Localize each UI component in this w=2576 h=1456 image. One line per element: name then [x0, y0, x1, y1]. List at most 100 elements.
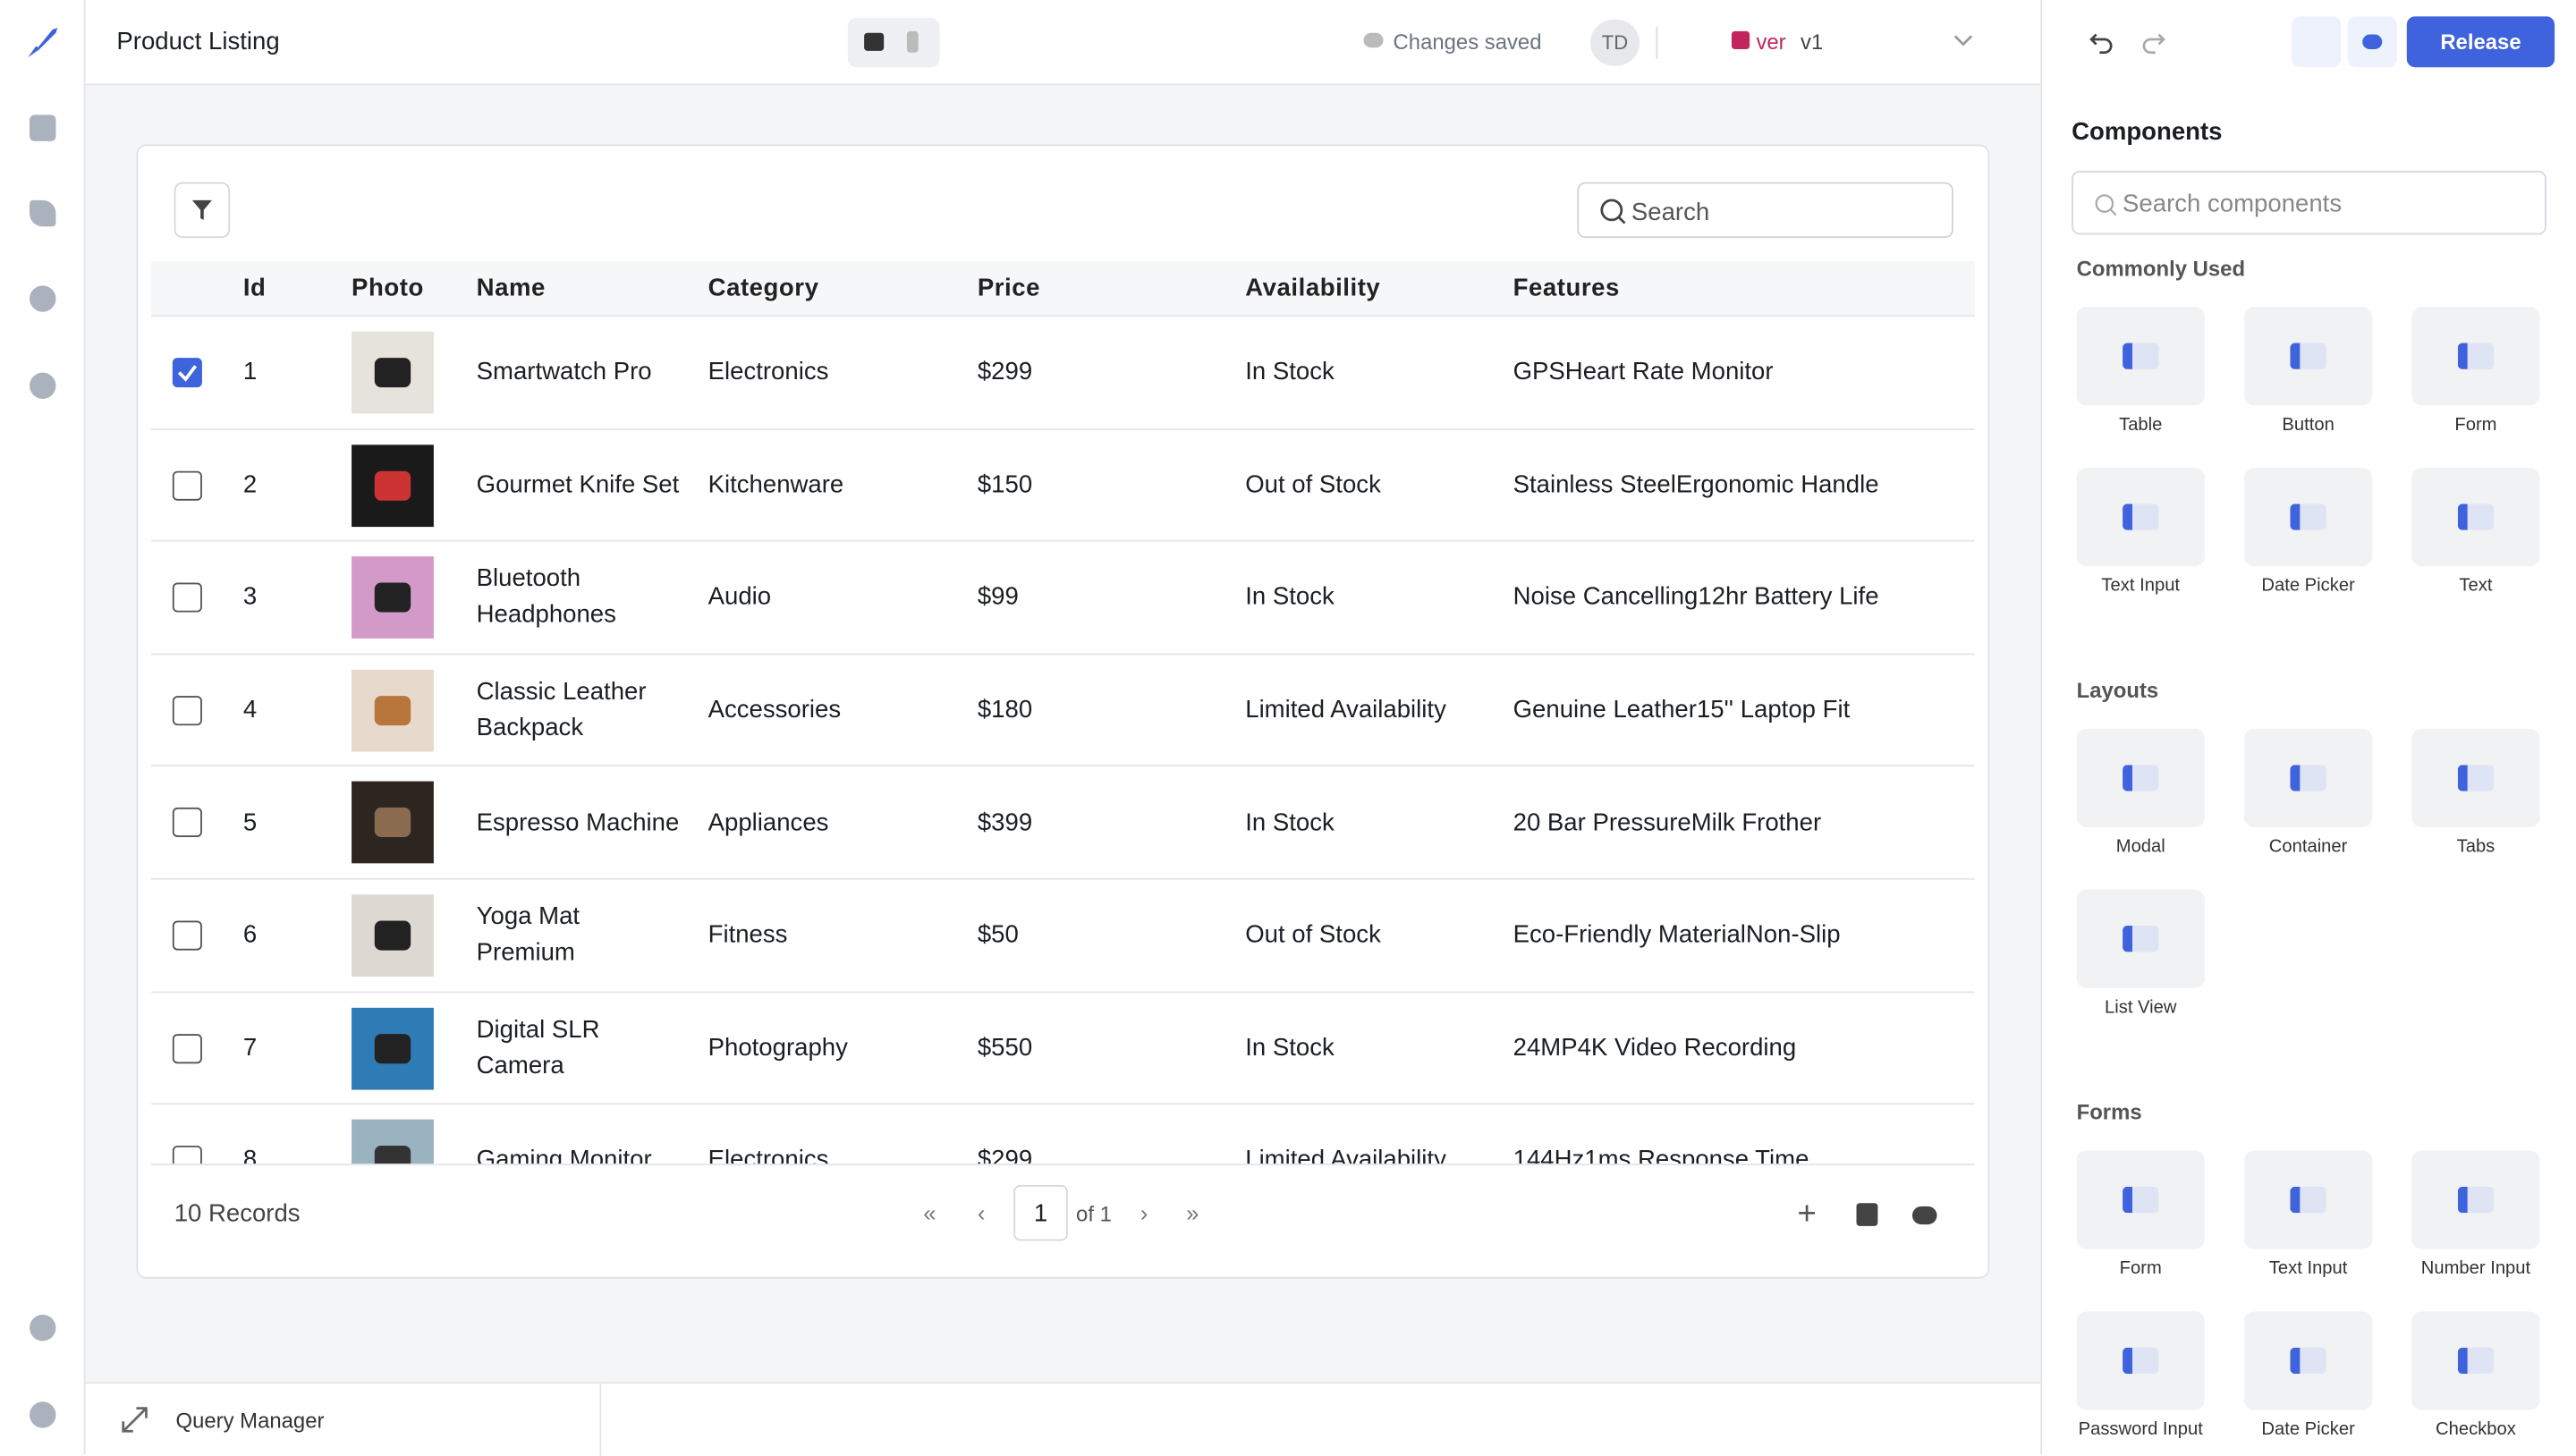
component-tile[interactable] [2411, 728, 2540, 827]
cell: Out of Stock [1245, 470, 1381, 499]
column-header[interactable]: Photo [352, 274, 424, 302]
table-row[interactable]: 1 Smartwatch Pro Electronics $299 In Stock GP… [150, 317, 1975, 430]
theme-icon[interactable] [30, 1401, 56, 1428]
first-page[interactable]: « [923, 1199, 936, 1226]
cell: $50 [977, 921, 1019, 950]
cell: 20 Bar PressureMilk Frother [1513, 808, 1822, 837]
component-tile[interactable] [2076, 468, 2205, 567]
toggle-columns[interactable] [1911, 1206, 1937, 1225]
column-header[interactable]: Availability [1245, 274, 1381, 302]
filter-button[interactable] [174, 182, 231, 239]
panel-title: Components [2072, 118, 2223, 147]
release-button[interactable]: Release [2406, 16, 2555, 68]
table-body: 1 Smartwatch Pro Electronics $299 In Stock GP… [150, 317, 1975, 1164]
component-tile[interactable] [2243, 468, 2373, 567]
column-header[interactable]: Name [476, 274, 546, 302]
device-toggle[interactable] [847, 18, 940, 68]
cell: Digital SLR Camera [476, 1015, 600, 1080]
cell: 5 [242, 808, 258, 837]
debug-icon[interactable] [30, 285, 56, 312]
column-header[interactable]: Category [708, 274, 819, 302]
component-label: List View [2104, 997, 2177, 1018]
app-title: Product Listing [116, 28, 280, 56]
component-tile[interactable] [2411, 468, 2540, 567]
cell: 2 [242, 470, 258, 499]
component-tile[interactable] [2076, 1150, 2205, 1249]
component-tile[interactable] [2076, 1311, 2205, 1410]
table-row[interactable]: 5 Espresso Machine Appliances $399 In Stock 2… [150, 767, 1975, 880]
prev-page[interactable]: ‹ [977, 1199, 986, 1226]
query-manager[interactable]: Query Manager [175, 1408, 325, 1434]
photo-detail [374, 695, 411, 725]
row-checkbox[interactable] [172, 470, 202, 500]
cell: Noise Cancelling12hr Battery Life [1513, 583, 1879, 612]
table-row[interactable]: 8 Gaming Monitor Electronics $299 Limited Av… [151, 1105, 1975, 1164]
component-label: Container [2268, 836, 2348, 857]
table-row[interactable]: 3 Bluetooth Headphones Audio $99 In Stock Noi… [150, 542, 1975, 655]
component-tile[interactable] [2243, 1311, 2373, 1410]
column-header[interactable]: Id [242, 274, 267, 302]
pages-icon[interactable] [30, 114, 56, 141]
avatar[interactable]: TD [1589, 20, 1640, 66]
component-label: Text Input [2101, 576, 2181, 597]
cell: 6 [242, 921, 258, 950]
row-checkbox[interactable] [172, 695, 202, 725]
version-caret[interactable] [1952, 33, 1975, 49]
component-label: Checkbox [2436, 1419, 2516, 1440]
cell: Yoga Mat Premium [476, 902, 580, 968]
undo[interactable] [2088, 30, 2114, 55]
version[interactable]: v1 [1801, 30, 1824, 55]
chat-icon[interactable] [30, 1315, 56, 1342]
settings-icon[interactable] [30, 372, 56, 399]
redo[interactable] [2140, 30, 2166, 55]
download[interactable] [1856, 1203, 1878, 1226]
table-row[interactable]: 2 Gourmet Knife Set Kitchenware $150 Out of … [150, 429, 1975, 542]
component-tile[interactable] [2411, 1311, 2540, 1410]
column-header[interactable]: Price [977, 274, 1041, 302]
share-button[interactable] [2292, 16, 2342, 68]
photo-detail [374, 470, 411, 500]
component-tile[interactable] [2411, 307, 2540, 406]
component-tile[interactable] [2243, 307, 2373, 406]
table-row[interactable]: 6 Yoga Mat Premium Fitness $50 Out of Stock E… [150, 880, 1975, 993]
component-tile[interactable] [2411, 1150, 2540, 1249]
add-row[interactable]: + [1797, 1196, 1817, 1233]
row-checkbox[interactable] [172, 358, 202, 388]
page-input[interactable]: 1 [1013, 1185, 1068, 1241]
row-checkbox[interactable] [172, 1146, 202, 1164]
row-checkbox[interactable] [172, 582, 202, 613]
last-page[interactable]: » [1186, 1199, 1199, 1226]
table-widget: Search Id Photo Name Category Price Availabil… [136, 144, 1990, 1279]
cell: $399 [977, 808, 1033, 837]
component-search[interactable]: Search components [2072, 170, 2546, 235]
component-tile[interactable] [2076, 307, 2205, 406]
table-row[interactable]: 4 Classic Leather Backpack Accessories $180… [150, 655, 1975, 767]
row-checkbox[interactable] [172, 920, 202, 951]
component-tile[interactable] [2243, 1150, 2373, 1249]
components-panel: Release Components Search components Com… [2040, 0, 2576, 1454]
cell: $299 [977, 1146, 1033, 1164]
next-page[interactable]: › [1140, 1199, 1148, 1226]
component-tile[interactable] [2243, 728, 2373, 827]
component-icon [2457, 343, 2495, 369]
component-label: Table [2119, 415, 2163, 436]
preview-button[interactable] [2347, 16, 2397, 68]
table-search[interactable]: Search [1577, 182, 1953, 239]
logo [28, 28, 58, 58]
component-tile[interactable] [2076, 728, 2205, 827]
component-icon [2290, 504, 2326, 530]
component-label: Date Picker [2261, 1419, 2355, 1440]
column-header[interactable]: Features [1513, 274, 1620, 302]
table-row[interactable]: 7 Digital SLR Camera Photography $550 In Sto… [150, 993, 1975, 1105]
row-checkbox[interactable] [172, 1033, 202, 1063]
product-photo [352, 556, 434, 639]
component-icon [2123, 1186, 2159, 1214]
component-icon [2123, 504, 2159, 530]
cell: 3 [242, 583, 258, 612]
row-checkbox[interactable] [172, 808, 202, 838]
cell: Audio [708, 583, 772, 612]
queries-icon[interactable] [30, 199, 56, 227]
version-label: ver [1756, 30, 1786, 55]
component-icon [2123, 343, 2159, 369]
component-tile[interactable] [2076, 889, 2205, 988]
